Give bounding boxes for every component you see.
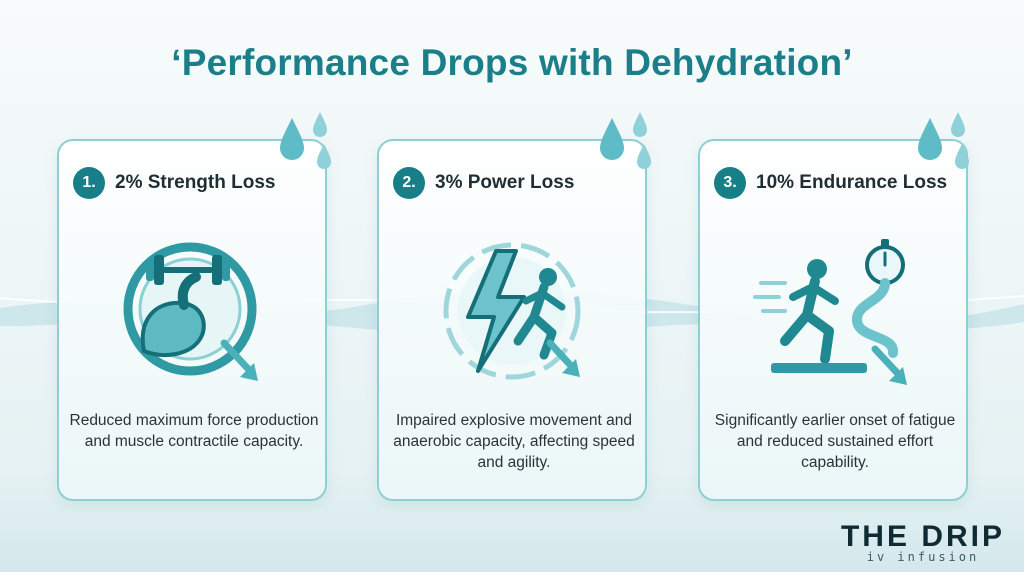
step-number-badge: 3. xyxy=(714,167,746,199)
card-header: 3. 10% Endurance Loss xyxy=(714,167,947,199)
page-title: ‘Performance Drops with Dehydration’ xyxy=(171,42,853,83)
card-endurance-loss: 3. 10% Endurance Loss Significantly earl… xyxy=(698,139,968,501)
card-description: Significantly earlier onset of fatigue a… xyxy=(714,412,956,471)
card-power-loss: 2. 3% Power Loss Impaired explosive move… xyxy=(377,139,647,501)
water-drops-icon xyxy=(280,112,331,169)
brand-logo: THE DRIP iv infusion xyxy=(828,520,1018,564)
card-description: Reduced maximum force production and mus… xyxy=(69,412,319,450)
card-description: Impaired explosive movement and anaerobi… xyxy=(393,412,635,471)
card-strength-loss: 1. 2% Strength Loss Reduced maximum forc… xyxy=(57,139,327,501)
flexed-arm-dumbbell-icon xyxy=(123,242,258,381)
step-number-badge: 2. xyxy=(393,167,425,199)
card-title: 10% Endurance Loss xyxy=(756,172,948,193)
card-header: 2. 3% Power Loss xyxy=(393,167,574,199)
card-header: 1. 2% Strength Loss xyxy=(73,167,275,199)
water-drops-icon xyxy=(918,112,969,169)
card-title: 2% Strength Loss xyxy=(115,172,276,193)
runner-stopwatch-icon xyxy=(753,239,907,385)
card-title: 3% Power Loss xyxy=(435,172,575,193)
logo-name: THE DRIP xyxy=(840,520,1005,553)
logo-tagline: iv infusion xyxy=(866,550,980,564)
step-number-badge: 1. xyxy=(73,167,105,199)
lightning-sprinter-icon xyxy=(443,242,581,380)
water-drops-icon xyxy=(600,112,651,169)
